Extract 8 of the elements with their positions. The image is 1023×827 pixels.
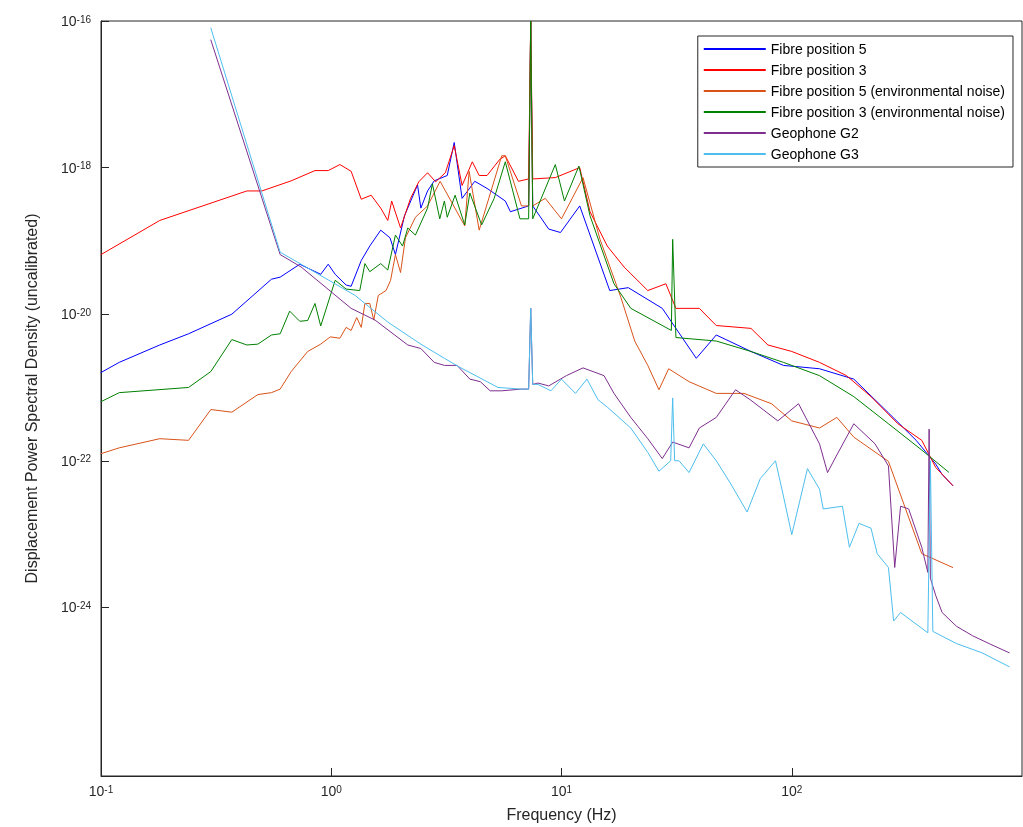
y-axis-title: Displacement Power Spectral Density (uncalibrated) <box>22 213 40 584</box>
legend-label: Fibre position 5 <box>770 41 867 57</box>
legend-label: Fibre position 5 (environmental noise) <box>770 83 1006 99</box>
legend-label: Fibre position 3 (environmental noise) <box>770 104 1006 120</box>
legend-label: Geophone G2 <box>770 125 859 141</box>
x-axis-title: Frequency (Hz) <box>506 805 617 823</box>
legend-label: Fibre position 3 <box>770 62 867 78</box>
legend-label: Geophone G3 <box>770 146 859 162</box>
